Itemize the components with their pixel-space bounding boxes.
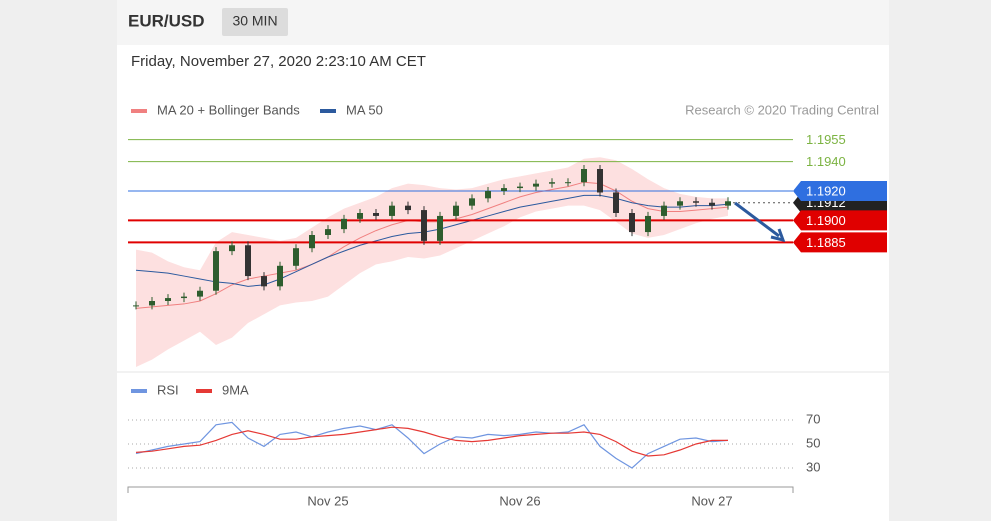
legend-label: MA 50 (346, 102, 383, 117)
candle-body (373, 213, 379, 216)
level-box (793, 210, 887, 231)
candle-body (293, 248, 299, 266)
candle-body (597, 169, 603, 193)
candle-body (517, 186, 523, 189)
candle-body (197, 290, 203, 297)
candle-body (581, 169, 587, 183)
candle-body (261, 276, 267, 287)
candle-body (245, 245, 251, 277)
candle-body (165, 298, 171, 301)
candle-body (357, 213, 363, 219)
x-axis (127, 486, 794, 493)
level-box (793, 232, 887, 253)
legend-swatch (320, 109, 336, 113)
candle-body (661, 205, 667, 216)
level-label: 1.1885 (806, 235, 846, 250)
legend-label: 9MA (222, 382, 249, 397)
candle-body (149, 301, 155, 306)
y-tick-label: 70 (806, 411, 820, 426)
y-tick-label: 30 (806, 459, 820, 474)
interval-badge[interactable] (222, 8, 288, 36)
candle-body (485, 191, 491, 199)
candle-body (709, 202, 715, 206)
legend-label: RSI (157, 382, 179, 397)
rsi-line (135, 421, 729, 469)
candle-body (533, 183, 539, 187)
candle-body (677, 201, 683, 206)
y-tick-label: 50 (806, 435, 820, 450)
x-tick-label: Nov 27 (691, 493, 732, 508)
candle-body (437, 215, 443, 241)
candle-body (501, 188, 507, 191)
rsi-line (135, 426, 728, 457)
candle-body (325, 229, 331, 235)
forecast-arrow (734, 201, 786, 243)
level-box (793, 181, 887, 201)
level-label: 1.1900 (806, 213, 846, 228)
x-tick-label: Nov 26 (499, 493, 540, 508)
candle-body (693, 201, 699, 203)
candle-body (421, 210, 427, 241)
candle-body (613, 192, 619, 213)
level-label: 1.1920 (806, 183, 846, 198)
candle-body (469, 198, 475, 206)
candle-body (645, 215, 651, 233)
x-tick-label: Nov 25 (307, 493, 348, 508)
credit: Research © 2020 Trading Central (685, 102, 879, 117)
candle-body (405, 205, 411, 211)
candle-body (341, 218, 347, 230)
candle-body (229, 245, 235, 252)
candle-body (725, 201, 731, 206)
candle-body (181, 296, 187, 299)
bollinger-band (136, 157, 728, 367)
legend-label: MA 20 + Bollinger Bands (157, 102, 300, 117)
candle-body (549, 182, 555, 184)
candle-body (565, 182, 571, 184)
interval[interactable]: 30 MIN (232, 13, 277, 29)
ma-line (135, 194, 729, 287)
candle-body (453, 205, 459, 216)
legend-swatch (131, 109, 147, 113)
candle-body (389, 205, 395, 216)
candle-body (309, 235, 315, 249)
level-label: 1.1955 (806, 132, 846, 147)
level-label: 1.1940 (806, 154, 846, 169)
timestamp: Friday, November 27, 2020 2:23:10 AM CET (131, 53, 426, 70)
legend-swatch (196, 389, 212, 393)
symbol: EUR/USD (128, 11, 205, 30)
candle-body (213, 251, 219, 291)
candle-body (629, 213, 635, 233)
legend-swatch (131, 389, 147, 393)
candle-body (277, 265, 283, 287)
candle-body (133, 305, 139, 307)
